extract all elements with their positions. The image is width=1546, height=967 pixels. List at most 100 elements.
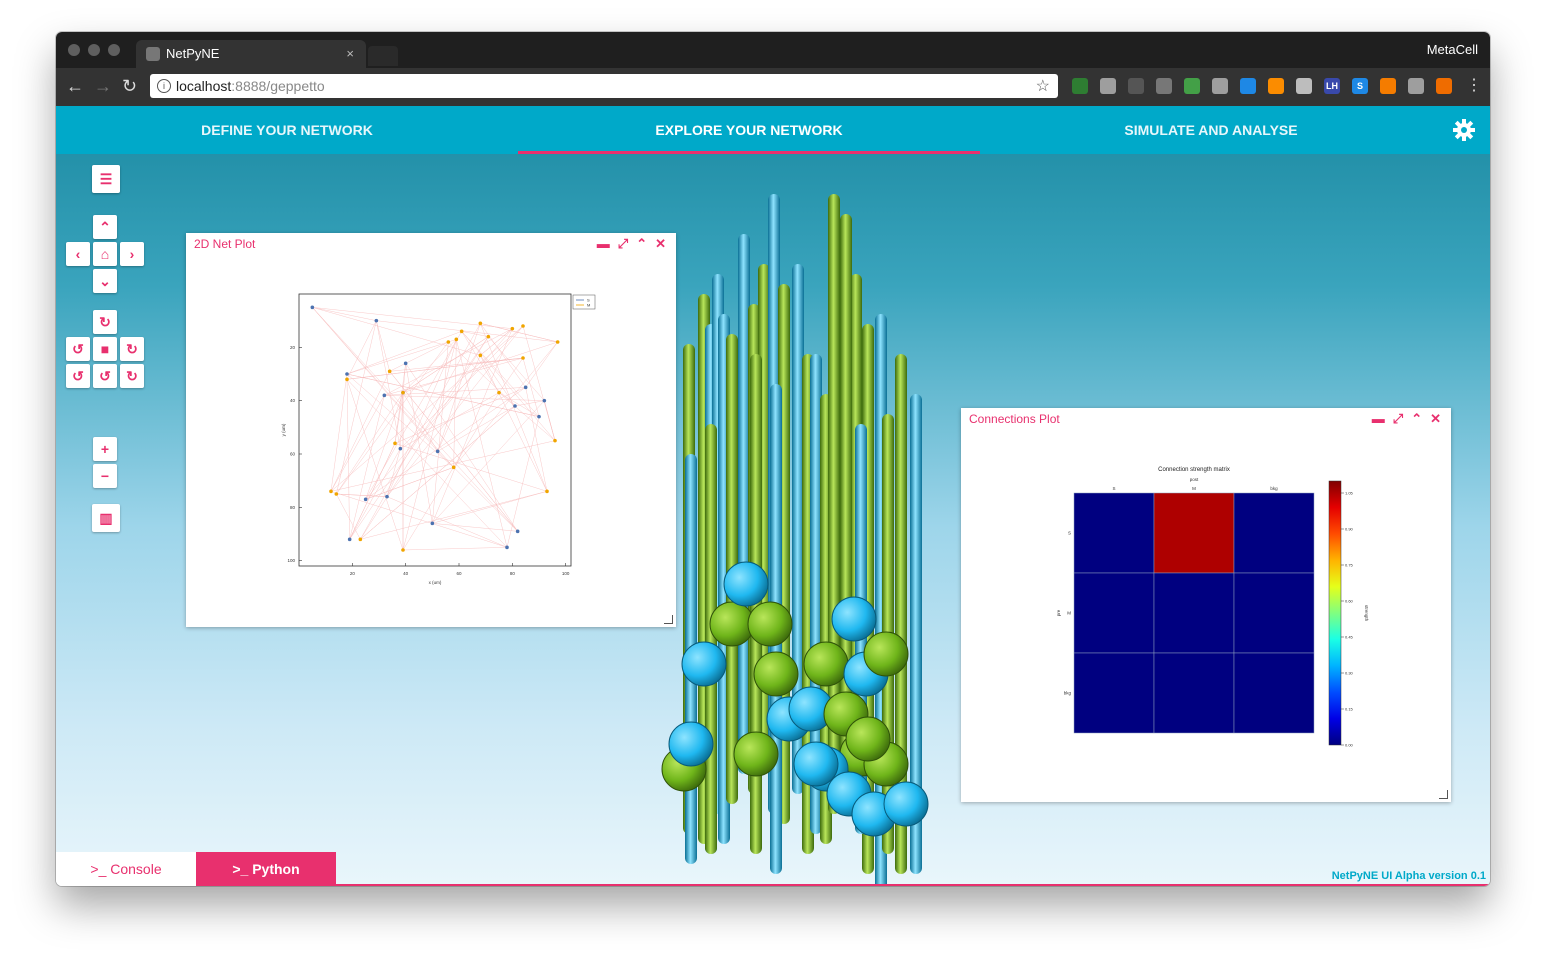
minimize-icon[interactable]: ▬ <box>1371 411 1385 426</box>
connection-line <box>384 328 513 396</box>
hubspot-icon[interactable] <box>1268 78 1284 94</box>
x-tick-label: 60 <box>456 571 462 576</box>
collapse-icon[interactable]: ⌃ <box>636 236 648 251</box>
extension-icon[interactable] <box>1156 78 1172 94</box>
cell-point-s <box>523 385 528 390</box>
connection-line <box>400 392 404 449</box>
address-bar[interactable]: i localhost:8888/geppetto ☆ <box>150 74 1058 98</box>
home-icon[interactable]: ⌂ <box>93 242 117 266</box>
bookmark-star-icon[interactable]: ☆ <box>1035 78 1050 95</box>
zoom-out-icon[interactable]: − <box>93 464 117 488</box>
extension-icon[interactable] <box>1100 78 1116 94</box>
forward-arrow-icon[interactable]: → <box>94 76 112 96</box>
extension-icon[interactable] <box>1072 78 1088 94</box>
tab-title: NetPyNE <box>166 46 220 61</box>
reload-icon[interactable]: ↻ <box>122 76 138 96</box>
netpyne-favicon-icon <box>146 47 160 61</box>
plot-chart-icon[interactable]: ▥ <box>92 504 120 532</box>
soma-sphere <box>747 601 793 647</box>
python-tab[interactable]: >_ Python <box>196 852 336 886</box>
trello-icon[interactable] <box>1240 78 1256 94</box>
back-arrow-icon[interactable]: ← <box>66 76 84 96</box>
rotate-down-icon[interactable]: ↺ <box>93 364 117 388</box>
rotate-left-alt-icon[interactable]: ↺ <box>66 364 90 388</box>
cell-point-s <box>398 446 403 451</box>
dendrite-cylinder <box>705 424 717 854</box>
maximize-window-button[interactable] <box>108 44 120 56</box>
x-tick-label: 20 <box>350 571 356 576</box>
bolt-icon[interactable] <box>1408 78 1424 94</box>
connection-line <box>312 307 377 321</box>
connection-line <box>394 443 548 492</box>
tab-close-icon[interactable]: × <box>346 46 354 61</box>
connection-line <box>386 496 508 548</box>
bottom-divider <box>336 884 1490 886</box>
pocket-icon[interactable] <box>1128 78 1144 94</box>
minimize-window-button[interactable] <box>88 44 100 56</box>
close-icon[interactable]: ✕ <box>1430 411 1441 426</box>
zoom-in-icon[interactable]: + <box>93 437 117 461</box>
tab-simulate-analyse[interactable]: SIMULATE AND ANALYSE <box>1124 122 1298 138</box>
resize-handle-icon[interactable] <box>1439 790 1448 799</box>
close-icon[interactable]: ✕ <box>655 236 666 251</box>
connection-line <box>349 448 401 540</box>
rotate-right-icon[interactable]: ↻ <box>120 337 144 361</box>
menu-kebab-icon[interactable]: ⋮ <box>1466 77 1482 94</box>
console-tab[interactable]: >_ Console <box>56 852 196 886</box>
tab-define-network[interactable]: DEFINE YOUR NETWORK <box>201 122 373 138</box>
tab-explore-network[interactable]: EXPLORE YOUR NETWORK <box>655 122 843 138</box>
profile-name[interactable]: MetaCell <box>1426 42 1478 57</box>
cell-point-m <box>459 329 464 334</box>
colorbar-tick-label: 0.15 <box>1345 707 1354 712</box>
cell-point-s <box>363 497 368 502</box>
version-label: NetPyNE UI Alpha version 0.1 <box>1331 870 1486 882</box>
extension-icon[interactable] <box>1296 78 1312 94</box>
heatmap-cell <box>1233 652 1315 734</box>
list-icon[interactable]: ☰ <box>92 165 120 193</box>
metamask-icon[interactable] <box>1380 78 1396 94</box>
rotate-left-icon[interactable]: ↺ <box>66 337 90 361</box>
site-info-icon[interactable]: i <box>157 79 171 93</box>
cell-point-m <box>393 441 397 446</box>
connection-line <box>312 307 513 329</box>
close-window-button[interactable] <box>68 44 80 56</box>
lighthouse-icon[interactable]: LH <box>1324 78 1340 94</box>
extension-icon[interactable] <box>1212 78 1228 94</box>
reset-rotation-icon[interactable]: ↻ <box>93 310 117 334</box>
connection-line <box>312 307 481 356</box>
connection-line <box>498 392 540 417</box>
3d-network-canvas[interactable] <box>56 154 1490 886</box>
collapse-icon[interactable]: ⌃ <box>1411 411 1423 426</box>
cell-point-m <box>387 369 392 374</box>
maximize-icon[interactable]: ⤢ <box>1392 411 1404 426</box>
pan-right-icon[interactable]: › <box>120 242 144 266</box>
y-category-label: bkg <box>1064 691 1072 696</box>
soma-sphere <box>831 596 877 642</box>
connection-line <box>346 379 350 540</box>
cell-point-m <box>510 326 515 331</box>
url-path: :8888/geppetto <box>231 78 325 94</box>
pan-up-icon[interactable]: ⌃ <box>93 215 117 239</box>
pan-down-icon[interactable]: ⌄ <box>93 269 117 293</box>
extension-icon[interactable] <box>1184 78 1200 94</box>
minimize-icon[interactable]: ▬ <box>596 236 610 251</box>
cell-point-m <box>545 489 549 494</box>
maximize-icon[interactable]: ⤢ <box>617 236 629 251</box>
s-icon[interactable]: S <box>1352 78 1368 94</box>
colorbar-tick-label: 0.60 <box>1345 599 1354 604</box>
y-category-label: S <box>1068 531 1071 536</box>
resize-handle-icon[interactable] <box>664 615 673 624</box>
y-tick-label: 40 <box>290 398 296 403</box>
x-category-label: bkg <box>1270 486 1278 491</box>
rotate-right-alt-icon[interactable]: ↻ <box>120 364 144 388</box>
new-tab-button[interactable] <box>368 46 398 66</box>
connection-line <box>544 400 556 441</box>
firefox-icon[interactable] <box>1436 78 1452 94</box>
settings-gear-icon[interactable] <box>1452 118 1476 142</box>
browser-tab[interactable]: NetPyNE × <box>136 40 366 68</box>
connections-plot-panel: Connections Plot ▬ ⤢ ⌃ ✕ Connection strengt… <box>961 408 1451 802</box>
cell-point-m <box>358 537 363 542</box>
camera-icon[interactable]: ■ <box>93 337 117 361</box>
connection-line <box>402 547 508 551</box>
pan-left-icon[interactable]: ‹ <box>66 242 90 266</box>
